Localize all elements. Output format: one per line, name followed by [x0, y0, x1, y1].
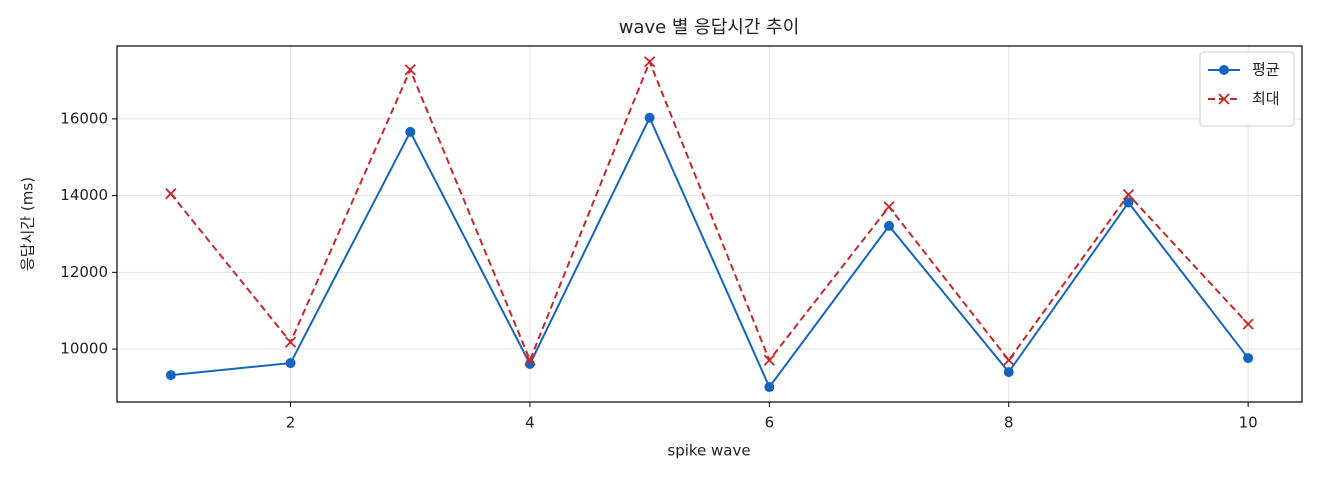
marker: [644, 112, 655, 123]
marker: [165, 188, 177, 200]
marker: [1123, 197, 1134, 208]
legend-label: 최대: [1252, 90, 1280, 108]
legend-box: [1199, 51, 1295, 127]
y-tick-label: 12000: [60, 263, 108, 281]
marker: [165, 370, 176, 381]
marker: [285, 358, 296, 369]
series-line: [170, 115, 1249, 390]
chart-title: wave 별 응답시간 추이: [619, 17, 800, 38]
grid: [117, 46, 1302, 402]
x-axis-label: spike wave: [667, 442, 750, 460]
legend-marker: [1219, 65, 1229, 75]
y-axis-label: 응답시간 (ms): [19, 177, 37, 271]
y-tick-label: 14000: [60, 186, 108, 204]
marker: [1003, 354, 1015, 366]
x-tick-label: 4: [525, 414, 535, 432]
marker: [284, 336, 297, 348]
marker: [1122, 189, 1135, 201]
marker: [884, 220, 895, 231]
y-tick-label: 10000: [60, 340, 108, 358]
marker: [405, 126, 416, 137]
x-tick-label: 10: [1239, 414, 1258, 432]
marker: [404, 64, 416, 76]
marker: [764, 382, 775, 393]
marker: [524, 354, 536, 366]
plot-frame: [116, 45, 1303, 403]
x-tick-label: 6: [765, 414, 775, 432]
series-line: [170, 59, 1249, 363]
marker: [1243, 353, 1254, 364]
legend-label: 평균: [1252, 61, 1280, 79]
x-tick-label: 2: [286, 414, 296, 432]
marker: [763, 354, 775, 366]
marker: [644, 56, 656, 68]
legend-marker: [1218, 93, 1230, 105]
marker: [883, 201, 895, 213]
plot: [165, 56, 1254, 393]
marker: [1242, 318, 1254, 330]
x-tick-label: 8: [1004, 414, 1014, 432]
y-tick-label: 16000: [60, 109, 108, 127]
marker: [1003, 367, 1014, 378]
